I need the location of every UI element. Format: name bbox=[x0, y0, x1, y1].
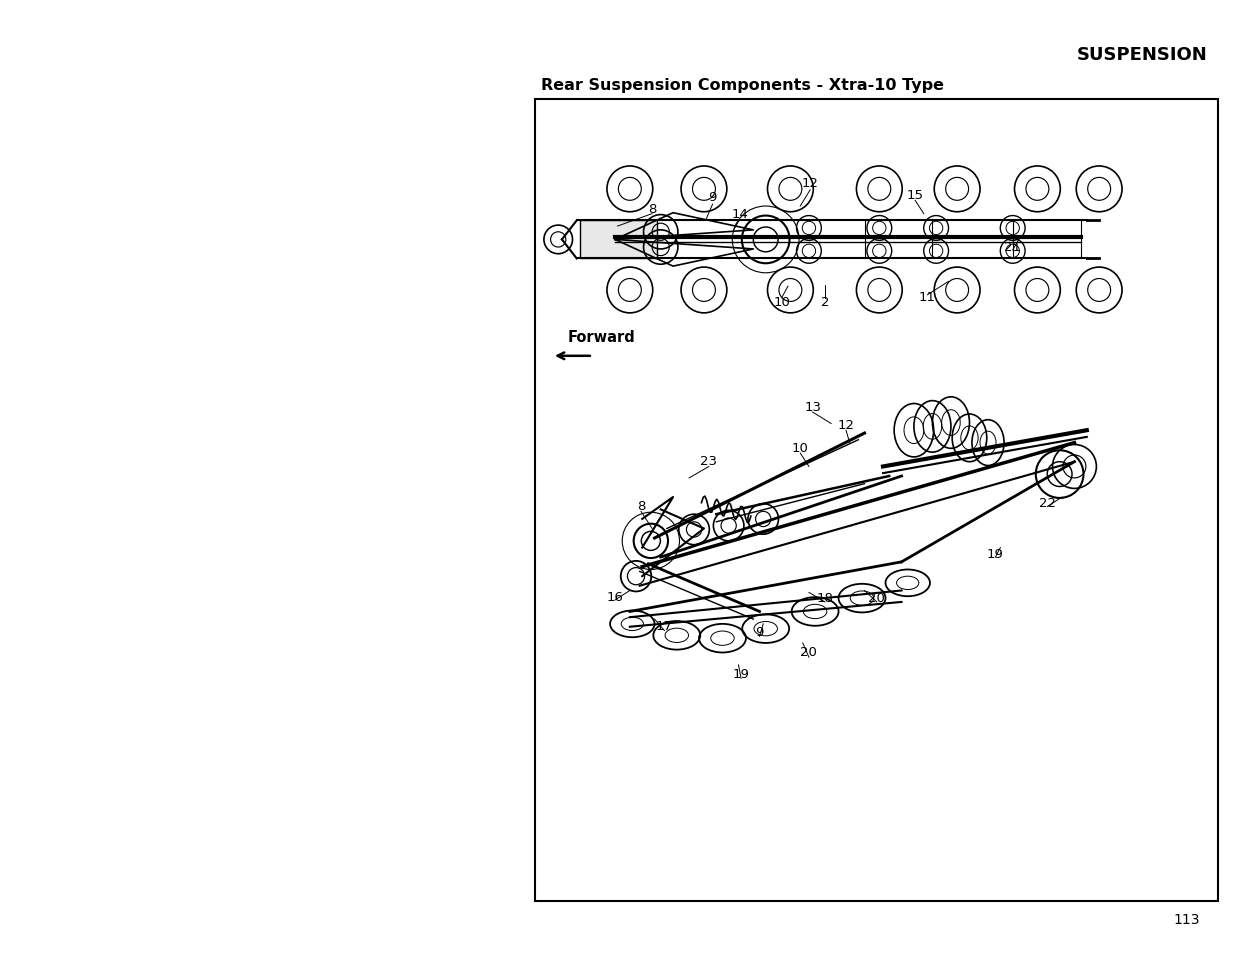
Text: 21: 21 bbox=[1004, 240, 1021, 253]
Text: 12: 12 bbox=[837, 418, 855, 432]
Text: 13: 13 bbox=[804, 400, 821, 414]
Text: 10: 10 bbox=[792, 441, 809, 455]
Text: 11: 11 bbox=[919, 291, 936, 304]
Text: Rear Suspension Components - Xtra-10 Type: Rear Suspension Components - Xtra-10 Typ… bbox=[541, 78, 944, 93]
Text: 23: 23 bbox=[700, 455, 718, 468]
Text: 8: 8 bbox=[637, 499, 645, 513]
Bar bbox=[580, 221, 657, 259]
Text: 9: 9 bbox=[756, 625, 763, 639]
Text: 16: 16 bbox=[606, 590, 624, 603]
Text: 22: 22 bbox=[1039, 497, 1056, 510]
Text: 2: 2 bbox=[821, 295, 829, 309]
Text: SUSPENSION: SUSPENSION bbox=[1077, 46, 1208, 64]
Text: 14: 14 bbox=[731, 208, 748, 221]
Bar bbox=[535, 100, 1218, 901]
Text: 19: 19 bbox=[732, 667, 750, 680]
Text: 12: 12 bbox=[802, 176, 819, 190]
Text: 9: 9 bbox=[709, 191, 716, 204]
Text: 20: 20 bbox=[800, 645, 818, 659]
Text: 18: 18 bbox=[816, 591, 834, 604]
Text: 10: 10 bbox=[773, 295, 790, 309]
Text: 15: 15 bbox=[906, 189, 924, 202]
Text: 113: 113 bbox=[1174, 912, 1200, 926]
Text: 17: 17 bbox=[656, 619, 673, 633]
Text: 19: 19 bbox=[987, 547, 1004, 560]
Text: Forward: Forward bbox=[568, 330, 636, 345]
Text: 20: 20 bbox=[868, 591, 885, 604]
Text: 8: 8 bbox=[648, 203, 656, 216]
